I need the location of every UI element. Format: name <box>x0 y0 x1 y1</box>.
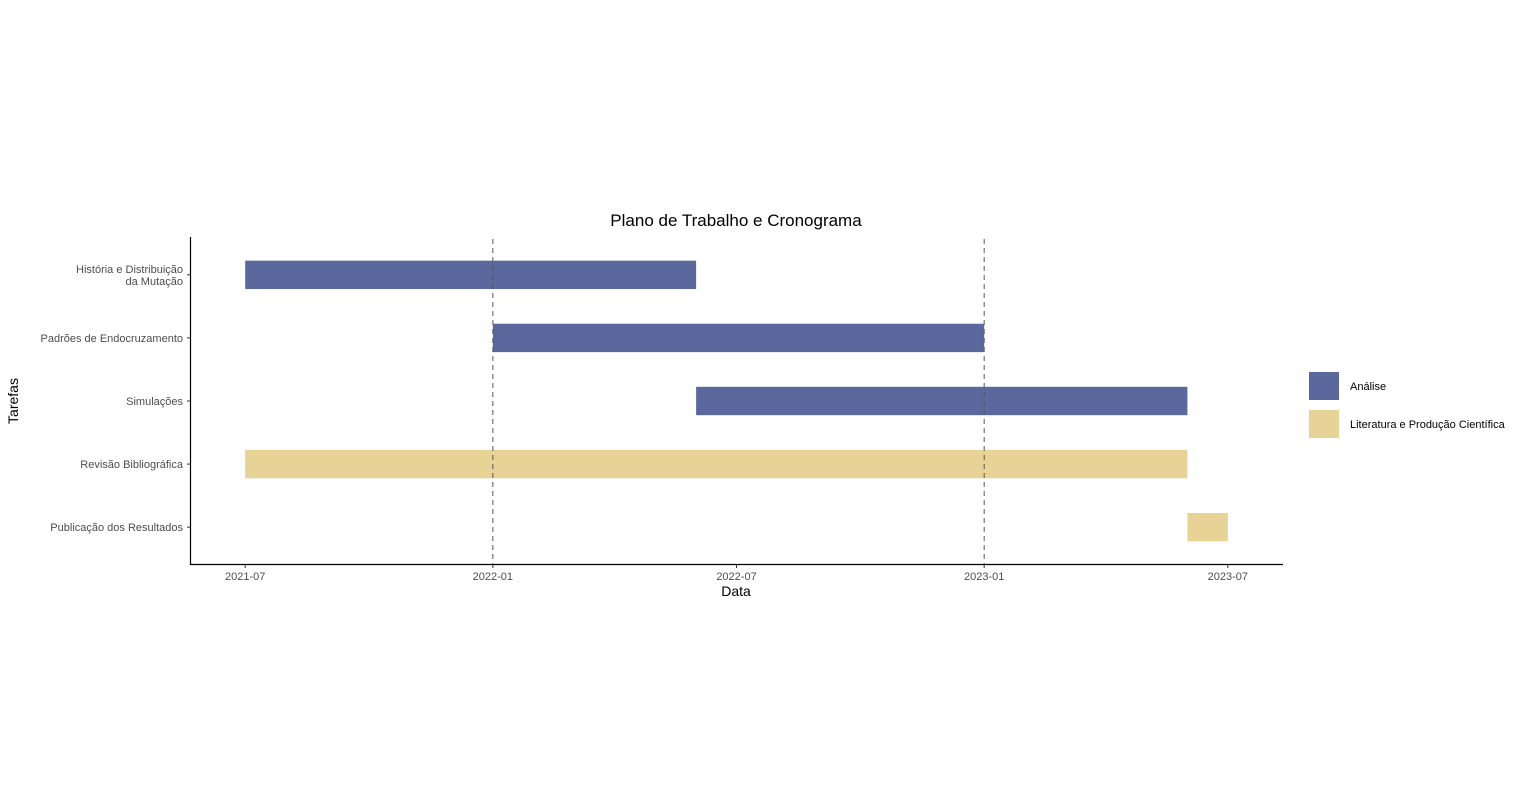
legend-label: Literatura e Produção Científica <box>1350 419 1506 431</box>
legend-swatch <box>1309 410 1339 438</box>
x-axis-ticks: 2021-07 2022-01 2022-07 2023-01 2023-07 <box>225 565 1248 583</box>
x-tick-label: 2023-01 <box>964 571 1004 583</box>
x-axis-title: Data <box>721 583 751 599</box>
y-axis-ticks: História e Distribuição da Mutação Padrões… <box>41 264 190 534</box>
bars-layer <box>245 260 1228 542</box>
task-bar <box>245 260 697 290</box>
task-bar <box>492 323 985 353</box>
y-tick-label: Padrões de Endocruzamento <box>41 333 183 345</box>
legend: Análise Literatura e Produção Científica <box>1309 372 1506 438</box>
y-axis-title: Tarefas <box>5 378 21 424</box>
reference-lines <box>492 239 985 564</box>
task-bar <box>1187 512 1228 542</box>
y-tick-label: História e Distribuição da Mutação <box>76 264 183 288</box>
chart-title: Plano de Trabalho e Cronograma <box>610 211 862 230</box>
task-bar <box>696 386 1188 416</box>
x-tick-label: 2021-07 <box>225 571 265 583</box>
y-tick-label: Revisão Bibliográfica <box>80 459 184 471</box>
legend-swatch <box>1309 372 1339 400</box>
y-tick-label: Publicação dos Resultados <box>50 522 183 534</box>
x-tick-label: 2022-01 <box>473 571 513 583</box>
x-tick-label: 2023-07 <box>1208 571 1248 583</box>
task-bar <box>245 449 1188 479</box>
legend-label: Análise <box>1350 381 1386 393</box>
y-tick-label: Simulações <box>126 396 183 408</box>
x-tick-label: 2022-07 <box>716 571 756 583</box>
